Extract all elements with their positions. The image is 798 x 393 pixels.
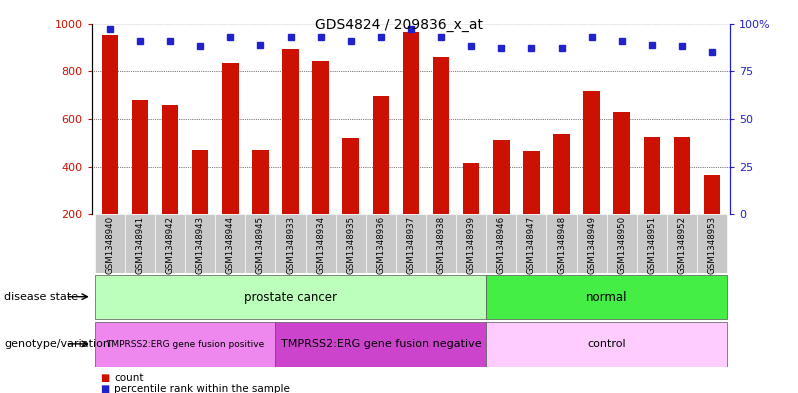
- Bar: [312, 61, 329, 214]
- Bar: [463, 163, 480, 214]
- Bar: [456, 214, 486, 273]
- Bar: [245, 214, 275, 273]
- Bar: [365, 214, 396, 273]
- Text: GSM1348935: GSM1348935: [346, 216, 355, 274]
- Text: GSM1348944: GSM1348944: [226, 216, 235, 274]
- Text: percentile rank within the sample: percentile rank within the sample: [114, 384, 290, 393]
- Bar: [342, 138, 359, 214]
- Text: GSM1348950: GSM1348950: [618, 216, 626, 274]
- Bar: [667, 214, 697, 273]
- Bar: [674, 137, 690, 214]
- Bar: [252, 150, 269, 214]
- Bar: [614, 112, 630, 214]
- Text: GSM1348936: GSM1348936: [377, 216, 385, 274]
- Bar: [132, 100, 148, 214]
- Bar: [704, 175, 721, 214]
- Text: GSM1348934: GSM1348934: [316, 216, 325, 274]
- Text: count: count: [114, 373, 144, 383]
- Text: GSM1348943: GSM1348943: [196, 216, 204, 274]
- Text: prostate cancer: prostate cancer: [244, 290, 337, 304]
- Bar: [426, 214, 456, 273]
- Bar: [403, 32, 419, 214]
- Text: ■: ■: [100, 384, 109, 393]
- Bar: [433, 57, 449, 214]
- Bar: [336, 214, 365, 273]
- Bar: [275, 214, 306, 273]
- Text: GSM1348947: GSM1348947: [527, 216, 536, 274]
- Bar: [486, 214, 516, 273]
- Bar: [95, 322, 275, 367]
- Bar: [215, 214, 245, 273]
- Bar: [275, 322, 486, 367]
- Text: GSM1348951: GSM1348951: [647, 216, 657, 274]
- Text: GSM1348948: GSM1348948: [557, 216, 566, 274]
- Bar: [101, 35, 118, 214]
- Bar: [192, 150, 208, 214]
- Bar: [493, 140, 510, 214]
- Bar: [486, 275, 727, 320]
- Text: TMPRSS2:ERG gene fusion negative: TMPRSS2:ERG gene fusion negative: [281, 339, 481, 349]
- Text: GSM1348942: GSM1348942: [165, 216, 175, 274]
- Bar: [282, 49, 298, 214]
- Bar: [516, 214, 547, 273]
- Text: GDS4824 / 209836_x_at: GDS4824 / 209836_x_at: [315, 18, 483, 32]
- Text: GSM1348940: GSM1348940: [105, 216, 114, 274]
- Text: GSM1348937: GSM1348937: [406, 216, 416, 274]
- Text: genotype/variation: genotype/variation: [4, 339, 110, 349]
- Bar: [637, 214, 667, 273]
- Bar: [222, 63, 239, 214]
- Bar: [396, 214, 426, 273]
- Bar: [185, 214, 215, 273]
- Bar: [577, 214, 606, 273]
- Bar: [553, 134, 570, 214]
- Bar: [583, 92, 600, 214]
- Bar: [523, 151, 539, 214]
- Bar: [606, 214, 637, 273]
- Text: GSM1348945: GSM1348945: [256, 216, 265, 274]
- Text: GSM1348939: GSM1348939: [467, 216, 476, 274]
- Bar: [644, 137, 660, 214]
- Text: GSM1348953: GSM1348953: [708, 216, 717, 274]
- Text: GSM1348952: GSM1348952: [678, 216, 686, 274]
- Text: TMPRSS2:ERG gene fusion positive: TMPRSS2:ERG gene fusion positive: [106, 340, 264, 349]
- Text: GSM1348946: GSM1348946: [497, 216, 506, 274]
- Text: ■: ■: [100, 373, 109, 383]
- Bar: [486, 322, 727, 367]
- Bar: [373, 96, 389, 214]
- Bar: [155, 214, 185, 273]
- Text: GSM1348949: GSM1348949: [587, 216, 596, 274]
- Bar: [697, 214, 727, 273]
- Bar: [306, 214, 336, 273]
- Text: GSM1348938: GSM1348938: [437, 216, 445, 274]
- Bar: [162, 105, 178, 214]
- Bar: [95, 214, 125, 273]
- Bar: [95, 275, 486, 320]
- Bar: [547, 214, 577, 273]
- Bar: [125, 214, 155, 273]
- Text: disease state: disease state: [4, 292, 78, 302]
- Text: control: control: [587, 339, 626, 349]
- Text: normal: normal: [586, 290, 627, 304]
- Text: GSM1348933: GSM1348933: [286, 216, 295, 274]
- Text: GSM1348941: GSM1348941: [136, 216, 144, 274]
